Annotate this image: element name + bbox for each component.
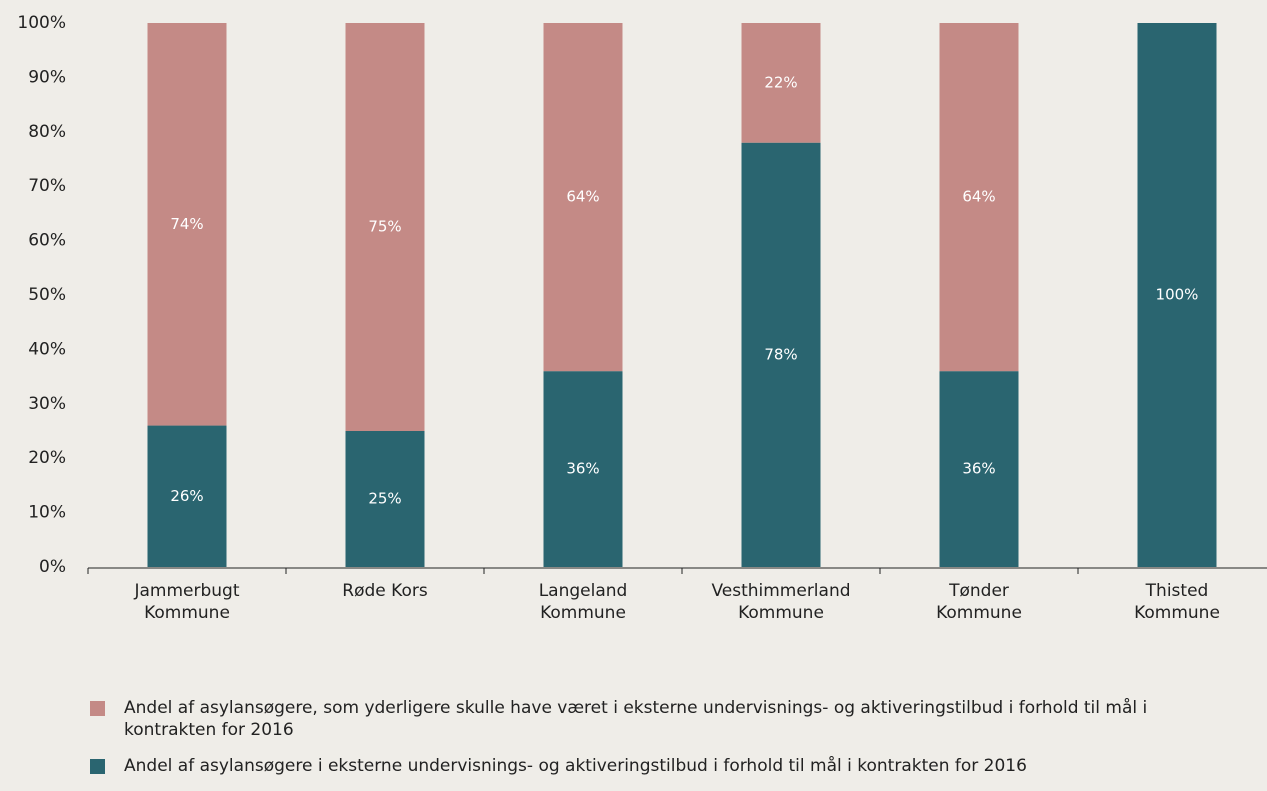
x-tick-line: Kommune — [1134, 603, 1220, 623]
x-tick-line: Kommune — [144, 603, 230, 623]
x-tick-line: Tønder — [948, 581, 1009, 601]
value-label: 64% — [566, 188, 599, 206]
value-label: 26% — [170, 487, 203, 505]
value-label: 64% — [962, 188, 995, 206]
y-tick-label: 40% — [28, 339, 66, 359]
x-tick-label: Vesthimmerland Kommune — [711, 581, 850, 623]
legend-swatch — [90, 759, 105, 774]
x-tick-label: Langeland Kommune — [539, 581, 628, 623]
value-label: 74% — [170, 215, 203, 233]
value-label: 78% — [764, 345, 797, 363]
bar-segment — [1137, 23, 1217, 567]
value-label: 75% — [368, 218, 401, 236]
x-tick-label: Thisted Kommune — [1134, 581, 1220, 623]
bar-segment — [345, 431, 425, 567]
bar-segment — [147, 425, 227, 567]
y-tick-label: 80% — [28, 122, 66, 142]
x-tick-line: Kommune — [540, 603, 626, 623]
x-tick-line: Vesthimmerland — [711, 581, 850, 601]
bar-segment — [543, 371, 623, 567]
x-tick-label: Jammerbugt Kommune — [133, 581, 239, 623]
y-tick-label: 20% — [28, 448, 66, 468]
bar-segment — [939, 371, 1019, 567]
x-tick-label: Tønder Kommune — [936, 581, 1022, 623]
y-tick-label: 0% — [39, 557, 66, 577]
bar-segment — [543, 23, 623, 372]
legend-item: Andel af asylansøgere i eksterne undervi… — [90, 755, 1240, 777]
x-tick-label: Røde Kors — [342, 581, 428, 601]
legend-label: Andel af asylansøgere, som yderligere sk… — [124, 698, 1148, 740]
y-tick-label: 10% — [28, 503, 66, 523]
y-tick-label: 60% — [28, 231, 66, 251]
y-tick-label: 50% — [28, 285, 66, 305]
x-tick-line: Langeland — [539, 581, 628, 601]
x-tick-line: Røde Kors — [342, 581, 428, 601]
y-tick-label: 70% — [28, 176, 66, 196]
value-label: 25% — [368, 490, 401, 508]
value-label: 22% — [764, 73, 797, 91]
legend-label: Andel af asylansøgere i eksterne undervi… — [124, 756, 1027, 776]
legend: Andel af asylansøgere, som yderligere sk… — [90, 697, 1240, 791]
y-tick-label: 90% — [28, 67, 66, 87]
bar-segment — [147, 23, 227, 426]
value-label: 36% — [962, 460, 995, 478]
bar-segment — [741, 142, 821, 567]
y-tick-label: 30% — [28, 394, 66, 414]
x-tick-line: Thisted — [1145, 581, 1209, 601]
bar-segment — [939, 23, 1019, 372]
legend-swatch — [90, 701, 105, 716]
value-label: 100% — [1156, 286, 1199, 304]
chart: 0% 10% 20% 30% 40% 50% 60% 70% 80% 90% 100% Jammerb… — [17, 13, 1267, 623]
bar-segment — [345, 23, 425, 431]
x-tick-line: Kommune — [738, 603, 824, 623]
value-label: 36% — [566, 460, 599, 478]
bar-segment — [741, 23, 821, 143]
x-tick-line: Kommune — [936, 603, 1022, 623]
legend-item: Andel af asylansøgere, som yderligere sk… — [90, 697, 1240, 741]
x-tick-line: Jammerbugt — [133, 581, 239, 601]
y-tick-label: 100% — [17, 13, 66, 33]
